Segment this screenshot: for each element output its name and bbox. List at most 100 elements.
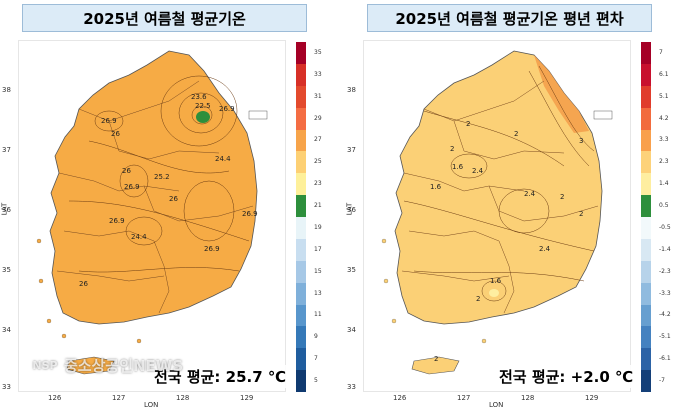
legend-label: 19 xyxy=(314,223,322,231)
x-axis-label: LON xyxy=(489,401,504,409)
legend-swatch xyxy=(641,63,651,86)
lon-tick: 129 xyxy=(585,394,599,402)
legend-label: 1.4 xyxy=(659,180,669,188)
legend-label: 33 xyxy=(314,70,322,78)
legend-label: 25 xyxy=(314,158,322,166)
legend-swatch xyxy=(641,348,651,371)
lat-tick: 34 xyxy=(347,326,356,334)
legend-label: 7 xyxy=(659,48,663,56)
legend-swatch xyxy=(296,348,306,371)
legend-swatch xyxy=(641,326,651,349)
legend-swatch xyxy=(296,107,306,130)
legend-swatch xyxy=(641,129,651,152)
legend-label: 11 xyxy=(314,311,322,319)
lon-tick: 127 xyxy=(457,394,471,402)
legend-label: -6.1 xyxy=(659,355,671,363)
legend-swatch xyxy=(296,85,306,108)
legend-label: 4.2 xyxy=(659,114,669,122)
contour-label: 26.9 xyxy=(204,245,220,253)
contour-label: 2 xyxy=(579,210,583,218)
legend-label: 5.1 xyxy=(659,92,669,100)
legend-swatch xyxy=(641,238,651,261)
province-borders xyxy=(401,80,599,314)
warm-coastal-band xyxy=(534,55,589,133)
jeju-island xyxy=(411,356,460,375)
legend-label: 3.3 xyxy=(659,136,669,144)
contour-label: 2.4 xyxy=(524,190,536,198)
lat-tick: 34 xyxy=(2,326,11,334)
contour-label: 26 xyxy=(122,167,131,175)
korea-temperature-map: 23.6 22.5 26.9 26.9 26 26 26.9 25.2 24.4… xyxy=(36,50,268,375)
lon-tick: 129 xyxy=(240,394,254,402)
lat-tick: 37 xyxy=(2,146,11,154)
legend-swatch xyxy=(641,260,651,283)
contour-label: 2 xyxy=(476,295,480,303)
y-axis-label: LAT xyxy=(345,202,354,216)
jeju-island xyxy=(66,356,115,375)
lat-tick: 37 xyxy=(347,146,356,154)
contour-label: 2 xyxy=(514,130,518,138)
contour-label: 26 xyxy=(79,280,88,288)
legend-swatch xyxy=(641,195,651,217)
contour-label: 1.6 xyxy=(430,183,442,191)
contour-lines xyxy=(68,75,250,273)
cool-spot-highland xyxy=(196,111,210,123)
legend-swatch xyxy=(296,326,306,349)
contour-label: 3 xyxy=(579,137,583,145)
legend-label: 5 xyxy=(314,377,318,385)
legend-swatch xyxy=(296,195,306,217)
panel-title: 2025년 여름철 평균기온 평년 편차 xyxy=(367,4,652,32)
legend-label: -3.3 xyxy=(659,289,671,297)
contour-label: 1.6 xyxy=(452,163,464,171)
legend-swatch xyxy=(641,107,651,130)
legend-label: 7 xyxy=(314,355,318,363)
contour-label: 2 xyxy=(466,120,470,128)
contour-label: 24.4 xyxy=(215,155,231,163)
legend-label: -0.5 xyxy=(659,223,671,231)
legend-label: 17 xyxy=(314,245,322,253)
contour-label: 24.4 xyxy=(131,233,147,241)
lon-tick: 127 xyxy=(112,394,126,402)
national-average-text: 전국 평균: +2.0 ℃ xyxy=(495,365,638,388)
contour-label: 2.4 xyxy=(472,167,484,175)
legend-label: 35 xyxy=(314,48,322,56)
legend-label: 31 xyxy=(314,92,322,100)
legend-swatch xyxy=(641,370,651,392)
legend-label: -1.4 xyxy=(659,245,671,253)
map-plot: 23.6 22.5 26.9 26.9 26 26 26.9 25.2 24.4… xyxy=(18,40,286,392)
legend-swatch xyxy=(296,370,306,392)
legend-label: 13 xyxy=(314,289,322,297)
legend-label: -2.3 xyxy=(659,267,671,275)
lat-tick: 38 xyxy=(2,86,11,94)
legend-swatch xyxy=(296,260,306,283)
legend-swatch xyxy=(641,173,651,196)
legend-label: -7 xyxy=(659,377,665,385)
cool-spot xyxy=(489,289,499,297)
legend-swatch xyxy=(296,238,306,261)
contour-label: 26.9 xyxy=(109,217,125,225)
lat-tick: 33 xyxy=(2,383,11,391)
legend-label: 0.5 xyxy=(659,202,669,210)
legend-label: 6.1 xyxy=(659,70,669,78)
x-axis-label: LON xyxy=(144,401,159,409)
legend-swatch xyxy=(641,304,651,327)
watermark-text: 중소상공인NEWS xyxy=(64,356,184,375)
legend-label: 29 xyxy=(314,114,322,122)
legend-swatch xyxy=(296,151,306,174)
contour-label: 2.4 xyxy=(539,245,551,253)
contour-label: 26 xyxy=(111,130,120,138)
ulleung-inset xyxy=(248,110,268,120)
contour-label: 26.9 xyxy=(101,117,117,125)
legend-label: 27 xyxy=(314,136,322,144)
lat-tick: 33 xyxy=(347,383,356,391)
legend-label: -5.1 xyxy=(659,333,671,341)
contour-label: 26 xyxy=(169,195,178,203)
legend-label: 9 xyxy=(314,333,318,341)
watermark: NSP 중소상공인NEWS xyxy=(30,350,183,380)
contour-label: 2 xyxy=(434,355,438,363)
temperature-color-legend xyxy=(296,42,306,392)
lat-tick: 38 xyxy=(347,86,356,94)
legend-swatch xyxy=(641,42,651,64)
contour-label: 23.6 xyxy=(191,93,207,101)
anomaly-color-legend xyxy=(641,42,651,392)
